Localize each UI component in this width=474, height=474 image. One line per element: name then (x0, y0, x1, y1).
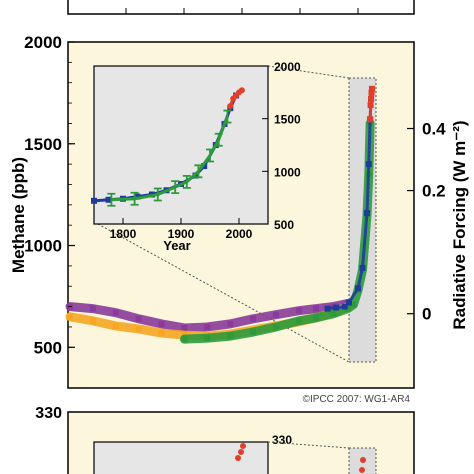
zoom-connector-top (267, 65, 350, 79)
y-axis-title: Methane (ppb) (9, 157, 28, 273)
data-point-purple (250, 315, 257, 322)
inset-data-point-green (206, 148, 214, 163)
data-point-orange (112, 322, 119, 329)
y-tick-label: 500 (34, 338, 62, 357)
data-point-blue (333, 304, 340, 311)
bottom-red-mark (238, 449, 244, 455)
series-line-blue (326, 97, 373, 311)
data-point-purple (204, 323, 211, 330)
data-point-blue (364, 209, 370, 216)
data-point-red (367, 116, 374, 123)
data-point-green (350, 301, 357, 308)
inset-panel: 1800 1900 2000 2000 1500 1000 500 Year (91, 60, 301, 253)
inset-data-point-green (107, 192, 116, 207)
data-point-purple (295, 307, 302, 314)
inset-data-point-green (223, 109, 232, 124)
data-point-purple (89, 305, 96, 312)
data-point-purple (313, 305, 320, 312)
y-tick-label: 1500 (24, 135, 62, 154)
inset-data-point-red (238, 87, 245, 94)
inset-data-point-blue (91, 197, 97, 204)
data-point-green (227, 333, 234, 340)
credit-text: ©IPCC 2007: WG1-AR4 (303, 394, 411, 405)
inset-x-axis-title: Year (163, 238, 190, 253)
data-point-blue (341, 303, 348, 310)
inset-data-point-green (214, 132, 223, 147)
data-point-orange (89, 317, 96, 324)
data-point-green (330, 310, 337, 317)
inset-y-tick-label: 1500 (274, 113, 301, 127)
data-point-purple (135, 315, 142, 322)
bottom-zoom-connector (267, 441, 350, 449)
data-point-green (250, 329, 257, 336)
inset-x-tick-label: 1900 (168, 227, 195, 241)
data-point-red (367, 102, 374, 109)
inset-data-point-blue (105, 196, 112, 203)
inset-y-tick-label: 1000 (274, 165, 301, 179)
data-point-orange (67, 313, 73, 320)
inset-data-point-green (130, 191, 139, 206)
inset-y-ticks: 2000 1500 1000 500 (262, 60, 301, 232)
inset-data-point-green (182, 174, 191, 189)
inset-data-point-green (171, 180, 180, 195)
data-point-red (368, 89, 375, 96)
inset-data-point-green (153, 187, 162, 202)
right-y-tick-label: 0.2 (422, 182, 446, 201)
data-point-purple (227, 320, 234, 327)
bottom-red-mark (359, 467, 365, 473)
right-y-tick-label: 0 (422, 305, 431, 324)
inset-x-tick-label: 1800 (110, 227, 137, 241)
data-point-red (368, 85, 375, 92)
data-point-blue (365, 161, 372, 168)
data-point-orange (158, 330, 165, 337)
data-point-blue (346, 299, 352, 306)
right-axis-title: Radiative Forcing (W m⁻²) (450, 120, 469, 329)
right-y-tick-label: 0.4 (422, 120, 446, 139)
bottom-red-mark (240, 443, 246, 449)
data-point-purple (158, 320, 165, 327)
data-point-blue (355, 285, 361, 292)
top-panel-stub (67, 0, 415, 15)
data-point-orange (135, 325, 142, 332)
y-tick-label: 1000 (24, 237, 62, 256)
main-y-ticks: 2000 1500 1000 500 (24, 33, 75, 357)
inset-x-ticks: 1800 1900 2000 (110, 218, 253, 241)
inset-data-point-blue (201, 163, 208, 170)
inset-data-point-blue (134, 193, 141, 200)
inset-y-tick-label: 500 (274, 218, 294, 232)
data-point-blue (359, 264, 366, 271)
data-point-purple (181, 324, 188, 331)
bottom-panel: 330 330 (35, 405, 415, 474)
bottom-inset-y-tick-label: 330 (272, 433, 292, 447)
data-point-blue (324, 305, 331, 312)
inset-data-point-red (227, 103, 234, 110)
data-point-green (313, 314, 320, 321)
top-panel-frame (67, 0, 415, 15)
data-point-green (273, 323, 280, 330)
data-point-red (368, 95, 375, 102)
inset-x-tick-label: 2000 (226, 227, 253, 241)
bottom-red-mark (235, 455, 241, 461)
bottom-y-tick-label: 330 (35, 405, 62, 422)
inset-series-group (91, 87, 245, 207)
data-point-green (181, 336, 188, 343)
data-point-green (295, 317, 302, 324)
y-tick-label: 2000 (24, 33, 62, 52)
data-point-purple (112, 309, 119, 316)
inset-data-point-green (194, 164, 203, 179)
right-y-ticks: 0.4 0.2 0 (407, 120, 446, 324)
data-point-purple (273, 311, 280, 318)
main-series-group (65, 85, 375, 344)
data-point-green (204, 335, 211, 342)
inset-y-tick-label: 2000 (274, 60, 301, 74)
bottom-red-mark (360, 457, 366, 463)
